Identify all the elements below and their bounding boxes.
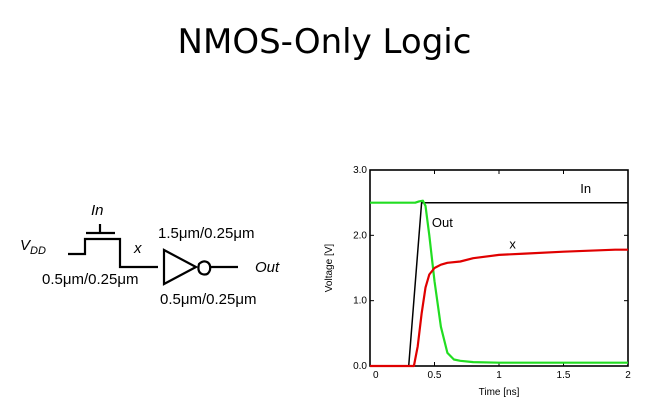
vdd-label: VDD (20, 237, 46, 257)
y-tick-label: 3.0 (353, 165, 367, 176)
series-x-line (370, 248, 628, 368)
annotation-x: x (509, 236, 516, 251)
y-tick-label: 1.0 (353, 296, 367, 307)
annotation-out: Out (432, 215, 453, 230)
y-tick-label: 2.0 (353, 230, 367, 241)
x-tick-label: 0.5 (428, 370, 442, 381)
axis-ticks: 0 0.5 1 1.5 2 0.0 1.0 2.0 3.0 (353, 165, 631, 381)
in-label: In (91, 202, 104, 219)
nmos-size: 0.5μm/0.25μm (160, 291, 257, 308)
series-in-line (370, 201, 628, 367)
series-out-line (370, 199, 628, 364)
pass-transistor-size: 0.5μm/0.25μm (42, 271, 139, 288)
y-axis-label: Voltage [V] (324, 244, 335, 293)
plot-frame (369, 169, 629, 367)
x-tick-label: 1 (496, 370, 502, 381)
inverter-symbol (162, 248, 199, 286)
circuit-schematic: In VDD x Out 0.5μm/0.25μm 1.5μm/0.25μm 0… (20, 202, 280, 308)
slide-title: NMOS-Only Logic (177, 22, 472, 62)
annotation-in: In (580, 181, 591, 196)
vdd-wire (68, 237, 158, 269)
x-tick-label: 1.5 (557, 370, 571, 381)
inverter-bubble (197, 260, 212, 276)
x-tick-label: 0 (373, 370, 379, 381)
out-label: Out (255, 259, 280, 276)
plot-annotations: In Out x (432, 181, 591, 252)
x-node-label: x (133, 240, 142, 257)
x-axis-label: Time [ns] (479, 387, 520, 398)
x-tick-label: 2 (625, 370, 631, 381)
pmos-size: 1.5μm/0.25μm (158, 225, 255, 242)
transient-plot: 0 0.5 1 1.5 2 0.0 1.0 2.0 3.0 In Out x Time [ns] V… (324, 165, 631, 398)
y-tick-label: 0.0 (353, 361, 367, 372)
plot-series (370, 199, 628, 368)
